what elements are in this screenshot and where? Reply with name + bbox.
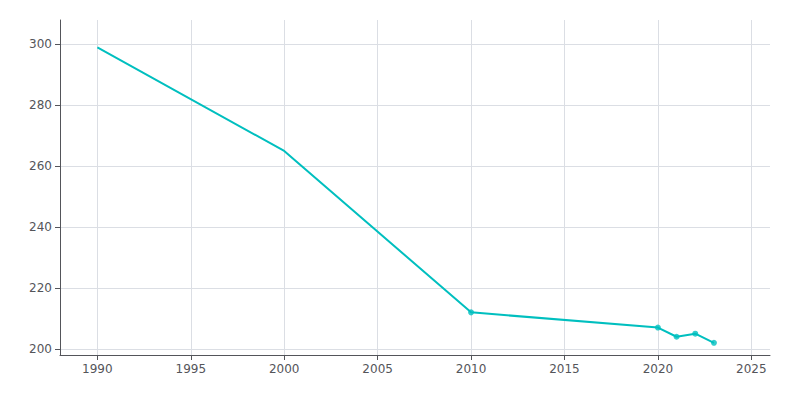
svg-text:2015: 2015 bbox=[549, 362, 580, 376]
svg-text:220: 220 bbox=[29, 281, 52, 295]
svg-text:1990: 1990 bbox=[82, 362, 113, 376]
svg-text:2005: 2005 bbox=[362, 362, 393, 376]
svg-text:280: 280 bbox=[29, 98, 52, 112]
svg-text:2010: 2010 bbox=[456, 362, 487, 376]
svg-text:2020: 2020 bbox=[643, 362, 674, 376]
svg-text:2025: 2025 bbox=[736, 362, 767, 376]
svg-text:1995: 1995 bbox=[176, 362, 207, 376]
svg-text:2000: 2000 bbox=[269, 362, 300, 376]
svg-text:240: 240 bbox=[29, 220, 52, 234]
svg-text:300: 300 bbox=[29, 37, 52, 51]
svg-text:200: 200 bbox=[29, 342, 52, 356]
svg-text:260: 260 bbox=[29, 159, 52, 173]
